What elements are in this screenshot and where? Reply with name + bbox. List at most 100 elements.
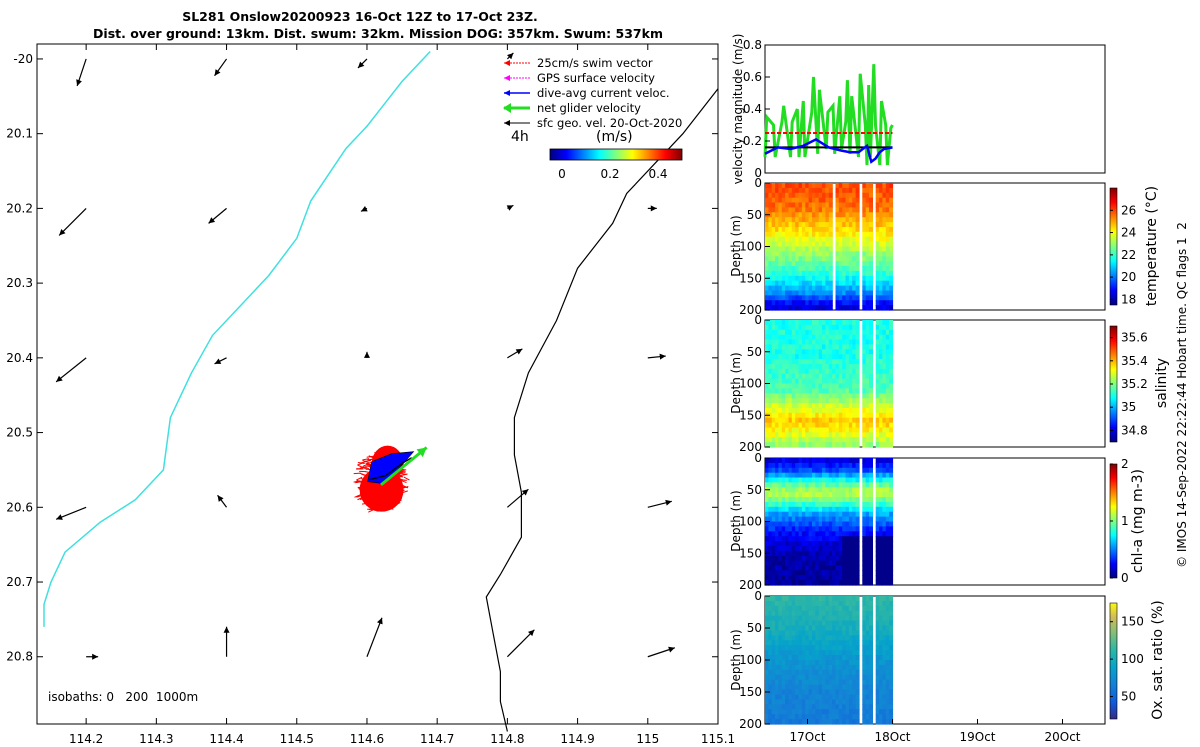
section-cell (828, 383, 833, 389)
section-cell (838, 207, 843, 213)
section-cell (842, 202, 847, 208)
section-cell (768, 275, 773, 282)
section-cell (822, 541, 826, 547)
section-cell (812, 324, 816, 331)
section-cell (765, 354, 769, 360)
colorbar-tick-label: 0.4 (648, 167, 667, 181)
section-cell (818, 246, 823, 252)
section-cell (838, 427, 843, 433)
section-cell (795, 383, 800, 389)
current-vector-head (377, 617, 383, 625)
section-cell (852, 388, 857, 394)
section-cell (862, 202, 867, 208)
section-cell (848, 427, 853, 433)
section-cell (798, 655, 803, 661)
section-cell (788, 373, 793, 380)
section-cell (879, 645, 884, 651)
section-cell (812, 610, 816, 617)
section-cell (825, 270, 830, 277)
section-cell (852, 477, 857, 483)
section-cell (848, 364, 853, 370)
section-cell (765, 664, 769, 671)
section-cell (869, 261, 873, 267)
section-cell (835, 212, 840, 218)
section-cell (808, 458, 813, 464)
section-cell (798, 674, 803, 681)
section-cell (842, 596, 847, 602)
section-cell (791, 412, 796, 419)
colorbar-tick-label: 24 (1121, 226, 1136, 240)
section-cell (845, 477, 850, 483)
section-cell (768, 280, 773, 287)
section-cell (832, 600, 837, 607)
section-cell (815, 368, 820, 375)
section-cell (825, 610, 830, 617)
section-cell (885, 502, 890, 508)
section-cell (825, 477, 830, 483)
section-cell (848, 650, 853, 656)
section-cell (798, 290, 803, 296)
section-cell (822, 580, 826, 586)
section-cell (855, 403, 860, 409)
section-cell (798, 324, 803, 331)
section-cell (852, 660, 857, 666)
section-cell (845, 432, 850, 438)
section-cell (879, 575, 884, 581)
section-cell (838, 393, 843, 399)
section-cell (765, 719, 769, 725)
section-cell (778, 600, 783, 607)
section-cell (798, 620, 803, 627)
section-cell (832, 625, 837, 631)
section-cell (885, 412, 890, 419)
section-cell (798, 640, 803, 646)
section-cell (808, 378, 813, 385)
section-cell (848, 261, 853, 267)
map-y-tick-label: 20.4 (6, 351, 33, 365)
section-cell (852, 719, 857, 725)
section-cell (845, 339, 850, 345)
section-cell (818, 334, 823, 341)
section-cell (889, 417, 894, 424)
section-cell (835, 655, 840, 661)
section-cell (775, 630, 780, 636)
section-cell (785, 669, 790, 676)
section-cell (795, 511, 800, 518)
section-cell (838, 241, 843, 248)
section-cell (875, 324, 880, 331)
section-cell (885, 492, 890, 498)
section-cell (869, 694, 873, 700)
section-cell (889, 719, 894, 725)
section-cell (765, 536, 769, 542)
section-cell (768, 605, 773, 612)
section-cell (832, 462, 837, 469)
section-cell (791, 212, 796, 218)
section-cell (765, 635, 769, 641)
section-cell (812, 502, 816, 508)
section-cell (879, 349, 884, 355)
section-cell (862, 187, 867, 194)
section-cell (845, 605, 850, 612)
section-cell (838, 575, 843, 581)
section-cell (889, 714, 894, 720)
section-cell (855, 655, 860, 661)
section-cell (781, 600, 786, 607)
section-cell (791, 719, 796, 725)
section-cell (835, 368, 840, 375)
section-cell (855, 305, 860, 311)
section-cell (781, 398, 786, 404)
section-cell (855, 610, 860, 617)
section-cell (815, 285, 820, 292)
colorbar-tick-label: 50 (1121, 690, 1136, 704)
section-cell (818, 412, 823, 419)
section-cell (882, 251, 887, 257)
section-cell (882, 565, 887, 571)
section-cell (852, 222, 857, 228)
section-cell (845, 388, 850, 394)
section-cell (842, 393, 847, 399)
section-cell (785, 403, 790, 409)
section-cell (889, 442, 894, 448)
section-cell (838, 270, 843, 277)
section-cell (835, 694, 840, 700)
section-cell (805, 570, 810, 576)
section-cell (788, 192, 793, 199)
